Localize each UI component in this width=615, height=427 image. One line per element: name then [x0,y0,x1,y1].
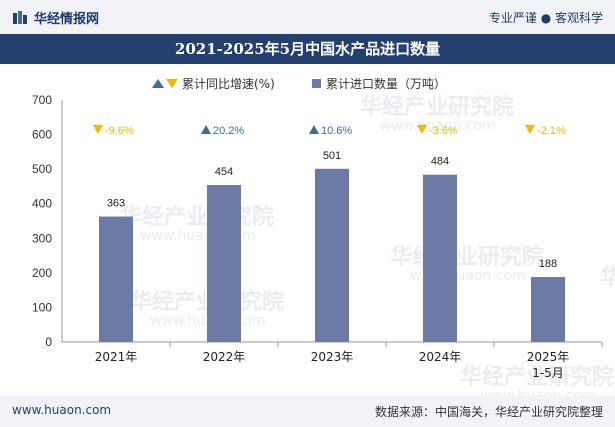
watermark-text: 华经产业研究院 [460,364,614,390]
footer-website[interactable]: www.huaon.com [12,403,112,417]
growth-label: 10.6% [321,125,352,137]
legend-bar-swatch [312,79,321,88]
watermark-text: 华经产业研究院 [360,94,514,120]
growth-label: -9.6% [105,125,134,137]
watermark-url: www.huaon.com [480,388,596,396]
bar [207,185,241,342]
growth-up-triangle-icon [309,125,319,134]
y-tick-label: 500 [32,162,52,176]
brand-logo[interactable]: 华经情报网 [12,8,99,27]
growth-down-triangle-icon [417,125,427,134]
x-tick-label: 2025年 [527,350,570,364]
bar-value-label: 454 [215,166,233,178]
y-tick-label: 300 [32,231,52,245]
bar [99,216,133,342]
watermark-text: 华经产业研究院 [600,264,615,290]
growth-down-triangle-icon [525,125,535,134]
legend-growth-label: 累计同比增速(%) [182,77,275,91]
growth-up-triangle-icon [201,125,211,134]
growth-label: -3.6% [429,125,458,137]
growth-label: 20.2% [213,125,244,137]
chart-title: 2021-2025年5月中国水产品进口数量 [0,34,615,64]
chart-area: 华经产业研究院www.huaon.com华经产业研究院www.huaon.com… [32,76,615,396]
watermark-text: 华经产业研究院 [120,204,274,230]
slogan: 专业严谨 ● 客观科学 [488,11,603,25]
growth-down-triangle-icon [93,125,103,134]
footer-source: 数据来源：中国海关，华经产业研究院整理 [374,405,603,419]
bar [531,277,565,342]
watermark-url: www.huaon.com [380,118,496,134]
watermark-text: 华经产业研究院 [390,244,544,270]
brand-logo-icon [13,10,27,24]
y-tick-label: 700 [32,93,52,107]
legend-up-triangle-icon [152,79,164,88]
bar-value-label: 484 [431,156,449,168]
bar-value-label: 188 [539,258,557,270]
growth-label: -2.1% [537,125,566,137]
y-tick-label: 0 [45,335,52,349]
y-tick-label: 400 [32,197,52,211]
bar [423,174,457,342]
y-tick-label: 200 [32,266,52,280]
legend-bar-label: 累计进口数量（万吨） [326,76,446,91]
x-tick-sublabel: 1-5月 [532,366,564,380]
y-tick-label: 600 [32,128,52,142]
legend-down-triangle-icon [166,79,178,88]
bar-value-label: 363 [107,198,125,210]
y-tick-label: 100 [32,300,52,314]
bar-value-label: 501 [323,150,341,162]
x-tick-label: 2023年 [311,350,354,364]
bar [315,168,349,342]
x-tick-label: 2021年 [95,350,138,364]
top-bar: 华经情报网 专业严谨 ● 客观科学 [0,0,615,34]
x-tick-label: 2022年 [203,350,246,364]
x-tick-label: 2024年 [419,350,462,364]
brand-name: 华经情报网 [34,12,100,27]
footer-bar: www.huaon.com 数据来源：中国海关，华经产业研究院整理 [0,396,615,427]
